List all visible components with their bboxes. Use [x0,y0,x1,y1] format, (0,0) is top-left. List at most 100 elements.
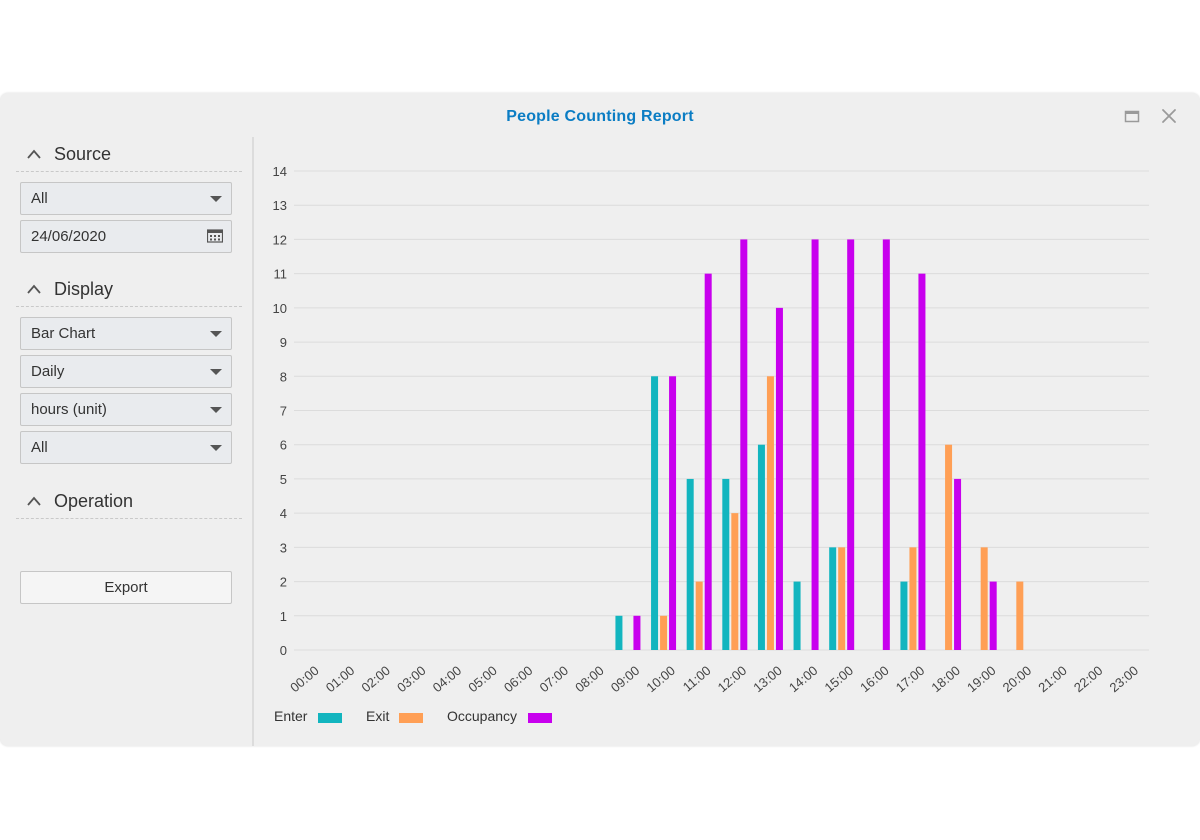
bar-occupancy-1000[interactable] [669,376,677,650]
bar-occupancy-1600[interactable] [882,239,890,650]
unit-value: hours (unit) [31,401,107,418]
window-title: People Counting Report [506,108,694,125]
x-tick-label: 19:00 [964,663,999,695]
legend-item-occupancy[interactable]: Occupancy [447,708,552,724]
bar-exit-2000[interactable] [1016,581,1024,650]
bar-occupancy-1800[interactable] [954,478,962,650]
operation-section-header[interactable]: Operation [16,484,242,519]
bar-exit-1500[interactable] [838,547,846,650]
legend-swatch [318,713,342,723]
bar-occupancy-1700[interactable] [918,273,926,650]
x-tick-label: 21:00 [1035,663,1070,695]
date-field[interactable]: 24/06/2020 [20,220,232,253]
bar-occupancy-1900[interactable] [989,581,997,650]
bar-occupancy-1500[interactable] [847,239,855,650]
x-tick-label: 10:00 [643,663,678,695]
display-section-header[interactable]: Display [16,272,242,307]
bar-enter-1200[interactable] [722,478,730,650]
x-tick-label: 09:00 [608,663,643,695]
chevron-down-icon [210,196,222,202]
y-tick-label: 9 [280,335,287,350]
operation-section-label: Operation [54,491,134,511]
x-tick-label: 07:00 [537,663,572,695]
chart-type-select[interactable]: Bar Chart [20,317,232,350]
bar-exit-1000[interactable] [660,615,668,650]
x-tick-label: 13:00 [750,663,785,695]
legend-swatch [399,713,423,723]
x-tick-label: 11:00 [680,663,714,695]
calendar-icon[interactable] [207,229,223,243]
y-tick-label: 3 [280,540,287,555]
legend-item-exit[interactable]: Exit [366,708,423,724]
bar-exit-1200[interactable] [731,513,739,650]
x-tick-label: 18:00 [928,663,963,695]
x-tick-label: 15:00 [822,663,857,695]
legend-label: Exit [366,708,389,724]
maximize-icon[interactable] [1123,107,1141,125]
x-tick-label: 00:00 [287,663,322,695]
source-camera-select[interactable]: All [20,182,232,215]
source-section-label: Source [54,144,112,164]
legend-item-enter[interactable]: Enter [274,708,342,724]
chevron-up-icon [27,284,41,294]
y-tick-label: 7 [280,404,287,419]
title-bar: People Counting Report [0,93,1200,137]
x-tick-label: 08:00 [572,663,607,695]
bar-enter-1500[interactable] [829,547,837,650]
legend-label: Enter [274,708,308,724]
x-tick-label: 01:00 [323,663,358,695]
date-value: 24/06/2020 [31,228,107,245]
bar-enter-1700[interactable] [900,581,908,650]
bar-exit-1100[interactable] [695,581,703,650]
unit-select[interactable]: hours (unit) [20,393,232,426]
x-tick-label: 22:00 [1071,663,1106,695]
y-tick-label: 5 [280,472,287,487]
filter-select[interactable]: All [20,431,232,464]
bar-enter-0900[interactable] [615,615,623,650]
y-tick-label: 13 [273,198,287,213]
legend-label: Occupancy [447,708,517,724]
chevron-down-icon [210,445,222,451]
x-tick-label: 04:00 [430,663,465,695]
bar-occupancy-1300[interactable] [775,307,783,650]
x-tick-label: 20:00 [1000,663,1035,695]
bar-enter-1400[interactable] [793,581,801,650]
bar-exit-1300[interactable] [766,376,774,650]
chevron-up-icon [27,149,41,159]
x-tick-label: 06:00 [501,663,536,695]
chevron-up-icon [27,496,41,506]
y-tick-label: 12 [273,232,287,247]
x-tick-label: 17:00 [893,663,928,695]
chevron-down-icon [210,407,222,413]
source-camera-value: All [31,190,48,207]
x-tick-label: 02:00 [358,663,393,695]
y-tick-label: 2 [280,575,287,590]
sidebar-divider [252,137,254,746]
x-tick-label: 12:00 [715,663,750,695]
bar-occupancy-1100[interactable] [704,273,712,650]
bar-exit-1900[interactable] [980,547,988,650]
x-tick-label: 16:00 [857,663,892,695]
x-tick-label: 03:00 [394,663,429,695]
display-section-label: Display [54,279,114,299]
bar-enter-1100[interactable] [686,478,694,650]
period-select[interactable]: Daily [20,355,232,388]
bar-enter-1300[interactable] [757,444,765,650]
source-section-header[interactable]: Source [16,137,242,172]
bar-enter-1000[interactable] [651,376,659,650]
x-tick-label: 23:00 [1107,663,1142,695]
y-tick-label: 11 [274,267,288,282]
y-tick-label: 4 [280,506,287,521]
bar-occupancy-0900[interactable] [633,615,641,650]
bar-occupancy-1400[interactable] [811,239,819,650]
bar-exit-1700[interactable] [909,547,917,650]
close-icon[interactable] [1160,107,1178,125]
chevron-down-icon [210,331,222,337]
bar-exit-1800[interactable] [945,444,953,650]
bar-occupancy-1200[interactable] [740,239,748,650]
report-window: People Counting Report Source All 24/06/ [0,93,1200,746]
chart-area: 0 1 2 3 4 5 6 7 8 9 10 11 12 13 14 00:00 01:00 02:00 03:0… [256,137,1200,746]
legend-swatch [528,713,552,723]
export-button[interactable]: Export [20,571,232,604]
